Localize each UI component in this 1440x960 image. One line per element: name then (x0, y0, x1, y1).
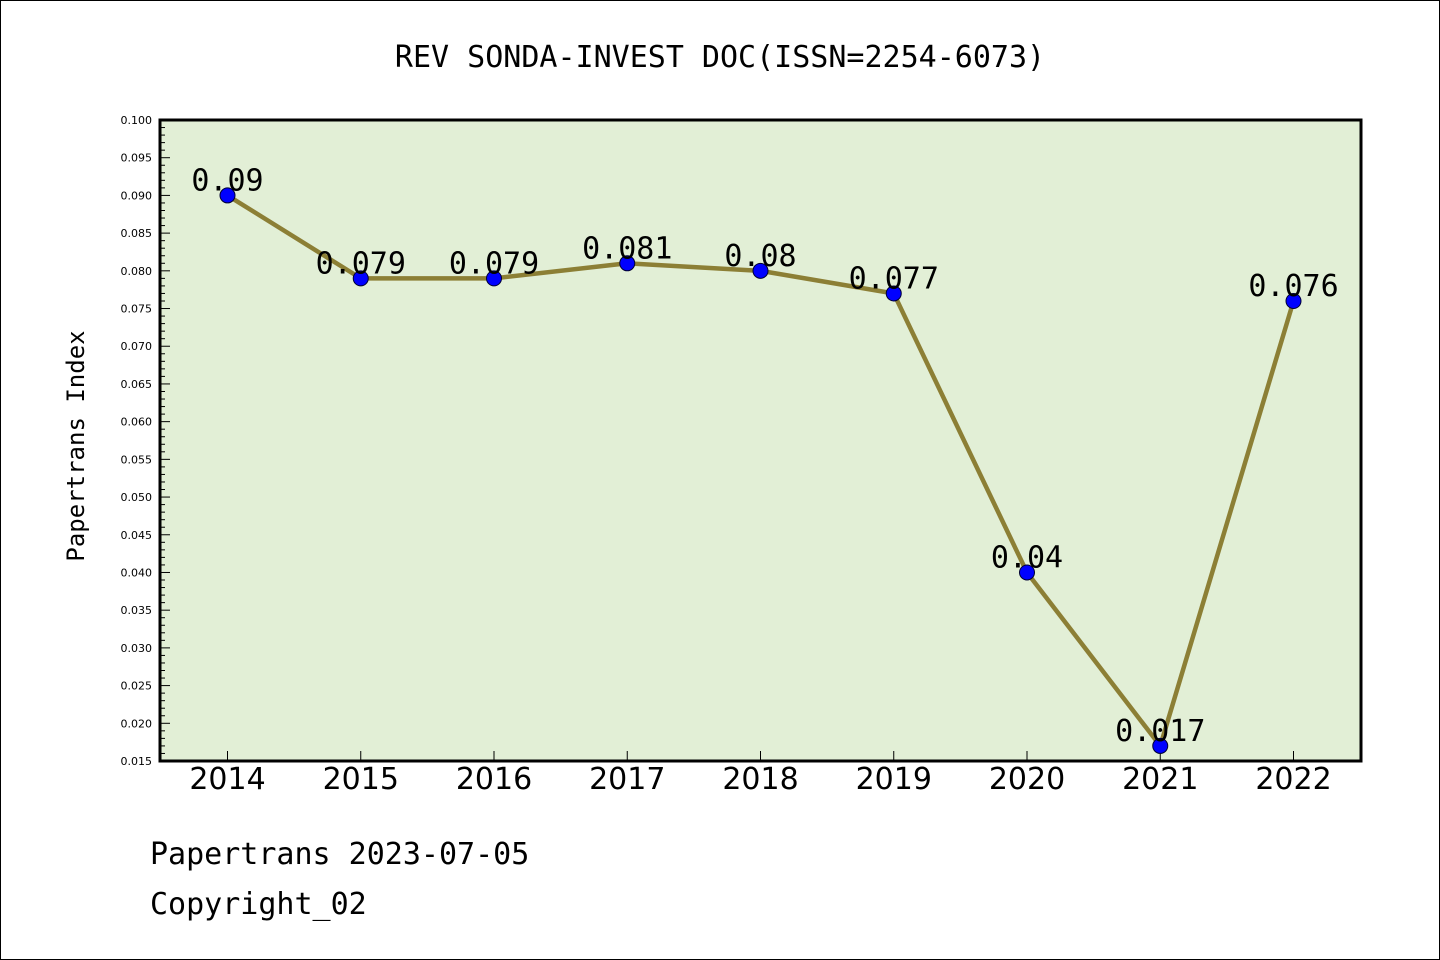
data-label-2015: 0.079 (316, 246, 406, 281)
data-point-2016 (486, 270, 502, 287)
y-tick-label: 0.040 (121, 566, 153, 579)
data-point-group (219, 187, 1302, 754)
y-axis-label: Papertrans Index (62, 330, 90, 561)
y-tick-label: 0.085 (121, 227, 153, 240)
data-point-2021 (1152, 737, 1169, 754)
y-tick-label: 0.065 (121, 378, 153, 391)
x-tick-label: 2018 (722, 762, 798, 797)
data-point-2014 (219, 187, 236, 204)
data-label-2018: 0.08 (724, 239, 796, 274)
x-tick-label: 2021 (1122, 762, 1198, 797)
x-tick-label: 2019 (856, 762, 932, 797)
data-label-2021: 0.017 (1115, 714, 1205, 749)
y-tick-label: 0.075 (121, 303, 153, 316)
y-tick-label: 0.080 (121, 265, 153, 278)
data-point-2018 (752, 262, 769, 279)
y-tick-label: 0.045 (121, 529, 153, 542)
x-axis: 2014 2015 2016 2017 2018 2019 2020 2021 2022 (189, 751, 1332, 797)
data-label-group: 0.09 0.079 0.079 0.081 0.08 0.077 0.04 0.017 0.0… (191, 163, 1338, 749)
data-label-2017: 0.081 (582, 231, 672, 266)
x-tick-label: 2014 (189, 762, 265, 797)
y-tick-label: 0.055 (121, 453, 153, 466)
y-tick-label: 0.035 (121, 604, 153, 617)
footer-date: Papertrans 2023-07-05 (150, 837, 529, 872)
y-tick-label: 0.050 (121, 491, 153, 504)
y-axis: 0.015 0.020 0.025 0.030 0.035 0.040 0.045 0.050… (121, 114, 170, 768)
y-tick-label: 0.030 (121, 642, 153, 655)
y-tick-label: 0.015 (121, 755, 153, 768)
data-point-2020 (1019, 564, 1035, 581)
y-tick-label: 0.090 (121, 189, 153, 202)
y-tick-label: 0.025 (121, 680, 153, 693)
data-label-2014: 0.09 (191, 163, 263, 198)
plot-area (160, 120, 1361, 761)
data-label-2020: 0.04 (991, 540, 1063, 575)
plot-border (158, 118, 1363, 763)
data-label-2016: 0.079 (449, 246, 539, 281)
data-label-2019: 0.077 (849, 261, 939, 296)
y-tick-label: 0.100 (121, 114, 153, 127)
data-point-2017 (619, 255, 636, 272)
chart-title: REV SONDA-INVEST DOC(ISSN=2254-6073) (395, 40, 1045, 75)
data-point-2019 (885, 285, 902, 302)
data-point-2015 (352, 270, 369, 287)
data-label-2022: 0.076 (1248, 269, 1338, 304)
data-point-2022 (1285, 292, 1302, 309)
y-tick-label: 0.060 (121, 416, 153, 429)
x-tick-label: 2022 (1255, 762, 1331, 797)
x-tick-label: 2015 (323, 762, 399, 797)
x-tick-label: 2016 (456, 762, 532, 797)
y-tick-label: 0.070 (121, 340, 153, 353)
x-tick-label: 2017 (589, 762, 665, 797)
footer-copyright: Copyright_02 (150, 887, 367, 922)
x-tick-label: 2020 (989, 762, 1065, 797)
y-tick-label: 0.020 (121, 717, 153, 730)
y-tick-label: 0.095 (121, 152, 153, 165)
